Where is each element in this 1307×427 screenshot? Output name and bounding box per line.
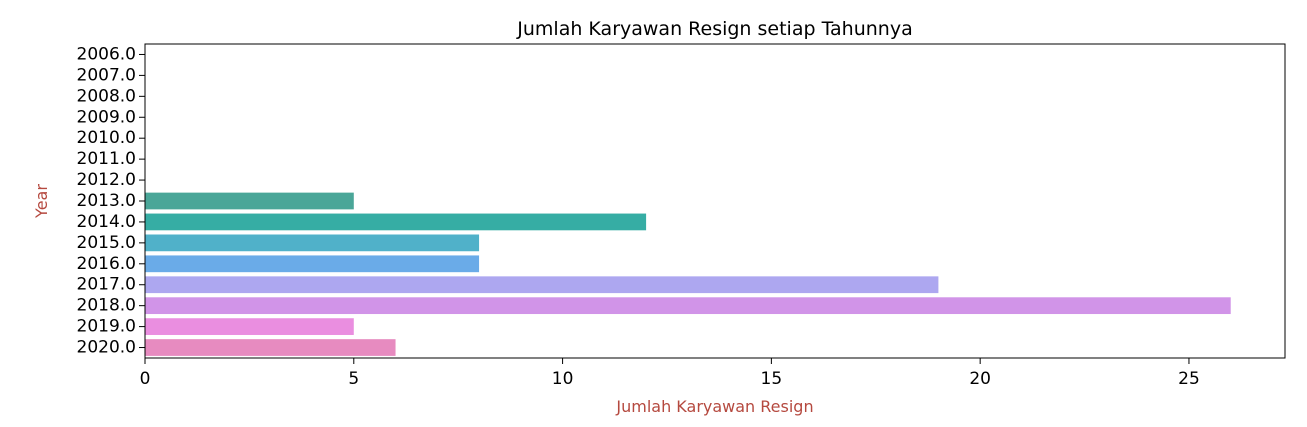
y-tick-label: 2019.0 [77,317,136,337]
plot-area-frame [144,43,1286,359]
bar-2013.0 [145,192,354,210]
y-tick-label: 2013.0 [77,191,136,211]
x-axis-ticks: 0 5 10 15 20 25 [140,358,1200,389]
bar-2016.0 [145,255,480,273]
bar-2014.0 [145,213,647,231]
y-tick-label: 2016.0 [77,254,136,274]
x-tick-label: 10 [552,369,574,389]
bars-group [145,192,1231,356]
y-tick-label: 2007.0 [77,65,136,85]
y-axis-label: Year [32,184,51,219]
y-tick-label: 2018.0 [77,296,136,316]
y-axis-ticks: 2006.02007.02008.02009.02010.02011.02012… [77,44,145,358]
x-tick-label: 20 [969,369,991,389]
y-tick-label: 2010.0 [77,128,136,148]
bar-2019.0 [145,318,354,335]
x-tick-label: 0 [140,369,151,389]
x-tick-label: 5 [348,369,359,389]
y-tick-label: 2008.0 [77,86,136,106]
y-tick-label: 2014.0 [77,212,136,232]
bar-2020.0 [145,339,396,356]
y-tick-label: 2009.0 [77,107,136,127]
bar-2018.0 [145,297,1231,315]
y-tick-label: 2020.0 [77,338,136,358]
y-tick-label: 2012.0 [77,170,136,190]
x-axis-label: Jumlah Karyawan Resign [615,397,813,416]
chart-title: Jumlah Karyawan Resign setiap Tahunnya [516,18,912,40]
bar-2017.0 [145,276,939,294]
y-tick-label: 2017.0 [77,275,136,295]
y-tick-label: 2015.0 [77,233,136,253]
x-tick-label: 15 [761,369,783,389]
y-tick-label: 2006.0 [77,44,136,64]
bar-2015.0 [145,234,480,252]
x-tick-label: 25 [1178,369,1200,389]
y-tick-label: 2011.0 [77,149,136,169]
